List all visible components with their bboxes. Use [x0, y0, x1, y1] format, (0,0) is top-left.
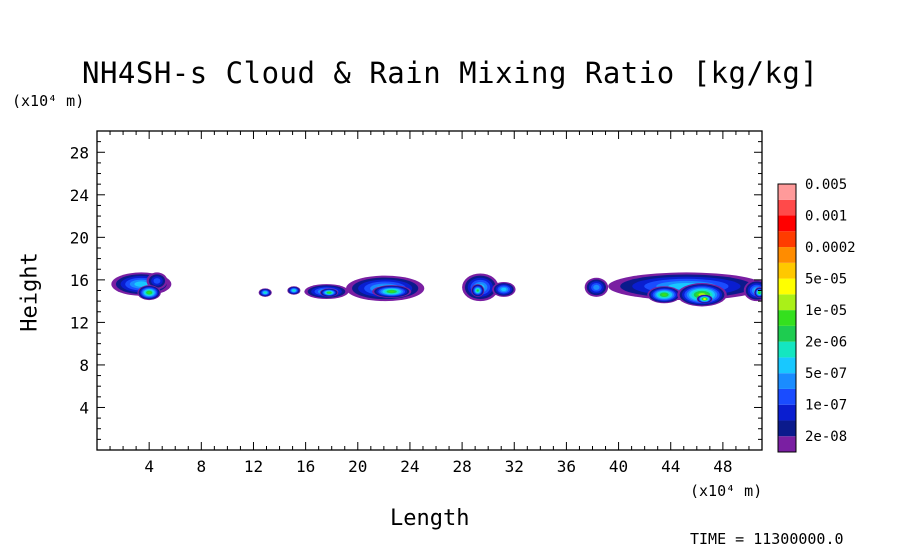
y-tick-label: 20 — [70, 228, 89, 247]
y-tick-label: 28 — [70, 143, 89, 162]
y-axis-unit: (x10⁴ m) — [12, 92, 85, 110]
blob-10-contour-7 — [476, 289, 479, 292]
colorbar-label: 5e-05 — [805, 272, 847, 288]
cloud-blob-10 — [471, 284, 485, 297]
colorbar-segment-9 — [778, 294, 796, 311]
y-tick-label: 8 — [79, 356, 89, 375]
colorbar-segment-2 — [778, 404, 796, 421]
x-tick-label: 40 — [609, 457, 628, 476]
colorbar-label: 2e-06 — [805, 335, 847, 351]
cloud-blob-2 — [137, 285, 161, 301]
colorbar-segment-11 — [778, 262, 796, 279]
blob-6-contour-8 — [327, 291, 331, 294]
x-axis-label: Length — [390, 506, 470, 531]
blob-14-contour-8 — [661, 293, 667, 297]
colorbar-frame — [777, 183, 797, 453]
colorbar-segment-14 — [778, 215, 796, 232]
colorbar-segment-7 — [778, 325, 796, 342]
colorbar-label: 1e-05 — [805, 303, 847, 319]
colorbar-label: 1e-07 — [805, 398, 847, 414]
colorbar-segment-5 — [778, 357, 796, 374]
cloud-blob-1 — [146, 272, 168, 290]
cloud-blob-12 — [584, 277, 609, 297]
colorbar: 2e-08 1e-07 5e-07 2e-06 1e-05 5e-05 0.0002 0.00… — [777, 177, 856, 453]
y-tick-label: 24 — [70, 186, 89, 205]
x-tick-label: 28 — [452, 457, 471, 476]
x-tick-label: 20 — [348, 457, 367, 476]
colorbar-label: 5e-07 — [805, 366, 847, 382]
cloud-blob-4 — [287, 286, 301, 295]
blob-16-contour-10 — [703, 298, 706, 300]
blob-11-contour-5 — [501, 287, 507, 292]
cloud-blob-18 — [754, 287, 762, 298]
x-tick-label: 4 — [144, 457, 154, 476]
field-layer — [111, 272, 762, 307]
colorbar-label: 2e-08 — [805, 429, 847, 445]
x-axis-unit: (x10⁴ m) — [690, 482, 763, 500]
y-tick-label: 12 — [70, 313, 89, 332]
colorbar-segment-10 — [778, 278, 796, 295]
x-tick-label: 36 — [557, 457, 576, 476]
colorbar-segment-13 — [778, 231, 796, 248]
y-tick-label: 4 — [79, 398, 89, 417]
y-tick-label: 16 — [70, 271, 89, 290]
x-tick-label: 32 — [505, 457, 524, 476]
blob-4-contour-6 — [292, 289, 296, 292]
blob-18-contour-8 — [758, 291, 761, 294]
colorbar-label: 0.001 — [805, 209, 847, 225]
blob-3-contour-6 — [263, 291, 267, 294]
x-tick-label: 16 — [296, 457, 315, 476]
colorbar-segment-4 — [778, 373, 796, 389]
blob-8-contour-8 — [388, 290, 395, 293]
colorbar-segment-6 — [778, 341, 796, 358]
chart-title: NH4SH-s Cloud & Rain Mixing Ratio [kg/kg… — [82, 56, 819, 90]
blob-2-contour-8 — [147, 291, 152, 294]
cloud-blob-3 — [258, 288, 272, 297]
colorbar-label: 0.005 — [805, 177, 847, 193]
colorbar-segment-12 — [778, 247, 796, 263]
cloud-blob-14 — [647, 286, 682, 304]
x-tick-label: 44 — [661, 457, 680, 476]
blob-12-contour-4 — [593, 284, 600, 290]
cloud-blob-11 — [492, 281, 516, 297]
cloud-blob-16 — [696, 294, 713, 304]
blob-1-contour-3 — [153, 278, 161, 284]
cloud-blob-6 — [319, 288, 339, 297]
colorbar-label: 0.0002 — [805, 240, 856, 256]
cloud-blob-8 — [372, 285, 412, 298]
x-tick-label: 24 — [400, 457, 419, 476]
x-tick-label: 8 — [196, 457, 206, 476]
colorbar-segment-1 — [778, 420, 796, 437]
colorbar-segment-3 — [778, 388, 796, 405]
colorbar-segment-8 — [778, 310, 796, 326]
colorbar-segment-16 — [778, 184, 796, 200]
colorbar-segment-0 — [778, 436, 796, 452]
colorbar-segment-15 — [778, 199, 796, 216]
x-tick-label: 12 — [244, 457, 263, 476]
x-tick-label: 48 — [713, 457, 732, 476]
blob-0-contour-5 — [134, 281, 149, 287]
